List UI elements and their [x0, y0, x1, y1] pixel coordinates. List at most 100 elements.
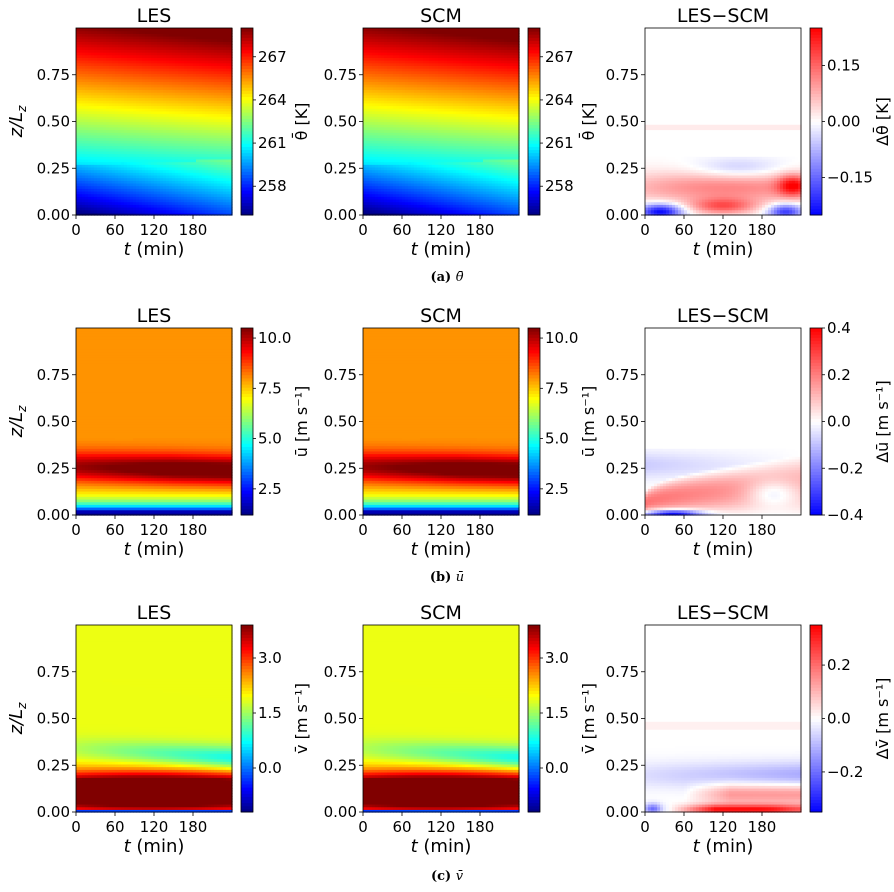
heatmap-cell [112, 172, 116, 176]
heatmap-cell [100, 201, 104, 205]
heatmap-cell [103, 73, 107, 77]
heatmap-cell [97, 92, 101, 96]
heatmap-cell [97, 86, 101, 91]
heatmap-cell [133, 209, 137, 213]
heatmap-cell [100, 70, 104, 75]
heatmap-cell [85, 100, 89, 104]
heatmap-cell [139, 145, 143, 149]
heatmap-cell [103, 190, 107, 195]
heatmap-cell [127, 116, 131, 120]
heatmap-cell [103, 30, 107, 34]
heatmap-cell [154, 198, 158, 203]
heatmap-cell [151, 84, 155, 88]
heatmap-cell [139, 193, 143, 197]
heatmap-cell [112, 73, 116, 77]
heatmap-cell [154, 38, 158, 42]
heatmap-cell [97, 44, 101, 48]
heatmap-cell [79, 150, 83, 155]
heatmap-cells [363, 28, 520, 216]
heatmap-cell [88, 172, 92, 176]
heatmap-cell [118, 102, 122, 107]
heatmap-cell [88, 129, 92, 133]
heatmap-cell [133, 118, 137, 123]
heatmap-cell [112, 30, 116, 34]
heatmap-cell [151, 41, 155, 45]
heatmap-cell [151, 105, 155, 109]
colorbar-swatch [241, 202, 253, 207]
heatmap-cell [136, 86, 140, 91]
colorbar-label: θ̄ [K] [292, 103, 311, 141]
heatmap-cell [130, 140, 134, 144]
heatmap-cell [127, 84, 131, 88]
heatmap-cell [100, 108, 104, 112]
heatmap-cell [151, 110, 155, 115]
heatmap-cell [133, 38, 137, 42]
heatmap-cell [133, 94, 137, 99]
heatmap-cell [124, 118, 128, 123]
heatmap-cell [145, 89, 149, 93]
heatmap-cell [142, 126, 146, 131]
heatmap-cell [109, 60, 113, 64]
heatmap-cell [115, 169, 119, 173]
y-tick-label: 0.25 [37, 159, 70, 177]
heatmap-cell [85, 142, 89, 147]
heatmap-cell [160, 113, 164, 117]
heatmap-cell [118, 150, 122, 155]
heatmap-cell [154, 193, 158, 197]
heatmap-cell [91, 108, 95, 112]
heatmap-cell [127, 102, 131, 107]
heatmap-cell [148, 105, 152, 109]
heatmap-cell [121, 118, 125, 123]
heatmap-cell [76, 70, 80, 75]
colorbar-swatch [241, 96, 253, 101]
heatmap-cell [79, 94, 83, 99]
heatmap-cell [118, 105, 122, 109]
heatmap-cell [136, 150, 140, 155]
heatmap-cell [88, 78, 92, 83]
heatmap-cell [154, 100, 158, 104]
heatmap-cell [154, 137, 158, 141]
heatmap-cell [154, 142, 158, 147]
heatmap-cell [124, 182, 128, 187]
heatmap-cell [103, 164, 107, 168]
heatmap-cell [136, 142, 140, 147]
heatmap-cell [91, 156, 95, 160]
heatmap-cell [82, 70, 86, 75]
heatmap-cell [91, 177, 95, 181]
heatmap-cell [163, 54, 167, 58]
heatmap-cell [79, 86, 83, 91]
heatmap-cell [136, 196, 140, 200]
colorbar-swatch [241, 105, 253, 110]
heatmap-cell [103, 86, 107, 91]
heatmap-cell [124, 185, 128, 189]
heatmap-cell [148, 116, 152, 120]
heatmap-cell [124, 142, 128, 147]
heatmap-cell [157, 41, 161, 45]
heatmap-cell [115, 193, 119, 197]
colorbar-swatch [241, 177, 253, 182]
heatmap-cell [79, 177, 83, 181]
heatmap-cell [106, 196, 110, 200]
heatmap-cell [76, 118, 80, 123]
heatmap-cell [157, 129, 161, 133]
heatmap-cell [79, 105, 83, 109]
heatmap-cell [115, 153, 119, 157]
heatmap-cell [97, 121, 101, 125]
heatmap-cell [109, 84, 113, 88]
heatmap-cell [97, 132, 101, 136]
heatmap-cell [160, 150, 164, 155]
heatmap-cell [106, 73, 110, 77]
colorbar-swatch [241, 84, 253, 88]
heatmap-cell [106, 204, 110, 208]
heatmap-cell [76, 102, 80, 107]
heatmap-cell [82, 38, 86, 42]
heatmap-cell [100, 81, 104, 85]
heatmap-cell [139, 177, 143, 181]
heatmap-cell [142, 30, 146, 34]
heatmap-cell [154, 118, 158, 123]
heatmap-cell [103, 193, 107, 197]
heatmap-cell [154, 73, 158, 77]
heatmap-cell [121, 148, 125, 152]
heatmap-cell [163, 196, 167, 200]
